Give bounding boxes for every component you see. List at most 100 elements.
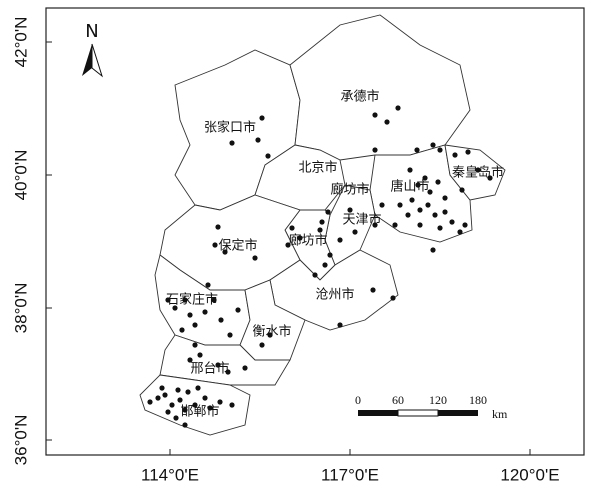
site-dot: [165, 297, 171, 303]
site-dot: [337, 237, 343, 243]
site-dot: [430, 142, 436, 148]
site-dot: [169, 402, 175, 408]
place-label: 北京市: [298, 160, 337, 176]
north-arrow: N: [82, 21, 103, 78]
site-dot: [312, 272, 318, 278]
site-dot: [211, 297, 217, 303]
region: [269, 249, 399, 331]
scale-tick-label: 0: [355, 393, 361, 407]
scale-tick-label: 60: [392, 393, 404, 407]
site-dot: [159, 385, 165, 391]
place-label: 唐山市: [390, 179, 429, 195]
scale-unit: km: [492, 407, 508, 421]
site-dot: [265, 153, 271, 159]
place-label: 廊坊市: [288, 233, 327, 249]
region: [444, 144, 506, 201]
site-dot: [422, 175, 428, 181]
site-dot: [379, 202, 385, 208]
site-dot: [172, 305, 178, 311]
site-dot: [207, 405, 213, 411]
site-dot: [179, 327, 185, 333]
site-dot: [317, 227, 323, 233]
site-dot: [432, 212, 438, 218]
site-dot: [297, 235, 303, 241]
site-dot: [430, 247, 436, 253]
site-dot: [259, 342, 265, 348]
latitude-label: 40°0'N: [11, 150, 30, 201]
site-dot: [177, 397, 183, 403]
site-dot: [202, 395, 208, 401]
site-dot: [417, 222, 423, 228]
site-dot: [162, 392, 168, 398]
site-dot: [173, 415, 179, 421]
site-dot: [395, 105, 401, 111]
place-label: 邯郸市: [180, 404, 219, 420]
site-dot: [147, 399, 153, 405]
site-dot: [372, 147, 378, 153]
site-dot: [372, 112, 378, 118]
site-dot: [437, 147, 443, 153]
site-dot: [435, 179, 441, 185]
scale-tick-label: 180: [469, 393, 487, 407]
place-label: 天津市: [342, 212, 381, 228]
site-dot: [352, 229, 358, 235]
site-dot: [235, 307, 241, 313]
scale-segment: [397, 409, 439, 417]
longitude-label: 114°0'E: [141, 465, 199, 484]
longitude-label: 117°0'E: [321, 465, 379, 484]
latitude-label: 36°0'N: [11, 415, 30, 466]
site-dot: [202, 309, 208, 315]
site-dot: [175, 387, 181, 393]
site-dot: [192, 342, 198, 348]
place-label: 廊坊市: [330, 182, 369, 198]
site-dot: [465, 149, 471, 155]
site-dot: [242, 365, 248, 371]
site-dot: [255, 137, 261, 143]
site-dot: [218, 317, 224, 323]
regions: [139, 14, 506, 436]
site-dot: [187, 312, 193, 318]
site-dot: [337, 322, 343, 328]
scale-bar: km: [358, 407, 508, 421]
site-dot: [182, 407, 188, 413]
site-dot: [452, 152, 458, 158]
site-dot: [285, 242, 291, 248]
site-dot: [390, 295, 396, 301]
site-dot: [225, 369, 231, 375]
site-dot: [182, 297, 188, 303]
latitude-label: 38°0'N: [11, 283, 30, 334]
site-dot: [407, 167, 413, 173]
site-dot: [217, 399, 223, 405]
site-dot: [449, 219, 455, 225]
place-label: 承德市: [340, 89, 379, 105]
site-dot: [370, 287, 376, 293]
site-dots: [147, 105, 493, 428]
site-dot: [457, 229, 463, 235]
site-dot: [442, 209, 448, 215]
site-dot: [187, 357, 193, 363]
place-label: 衡水市: [252, 324, 291, 340]
place-label: 秦皇岛市: [452, 165, 504, 181]
site-dot: [229, 402, 235, 408]
site-dot: [205, 282, 211, 288]
site-dot: [325, 209, 331, 215]
site-dot: [347, 207, 353, 213]
site-dot: [322, 262, 328, 268]
scale-segment: [438, 410, 478, 416]
arrow-half: [82, 44, 92, 76]
site-dot: [155, 395, 161, 401]
longitude-label: 120°0'E: [500, 465, 559, 484]
site-dot: [384, 119, 390, 125]
site-dot: [415, 182, 421, 188]
site-dot: [289, 225, 295, 231]
site-dot: [392, 222, 398, 228]
scale-segment: [358, 410, 398, 416]
site-dot: [372, 222, 378, 228]
place-label: 邢台市: [190, 361, 229, 377]
site-dot: [319, 219, 325, 225]
site-dot: [425, 202, 431, 208]
site-dot: [462, 222, 468, 228]
site-dot: [427, 189, 433, 195]
site-dot: [327, 252, 333, 258]
